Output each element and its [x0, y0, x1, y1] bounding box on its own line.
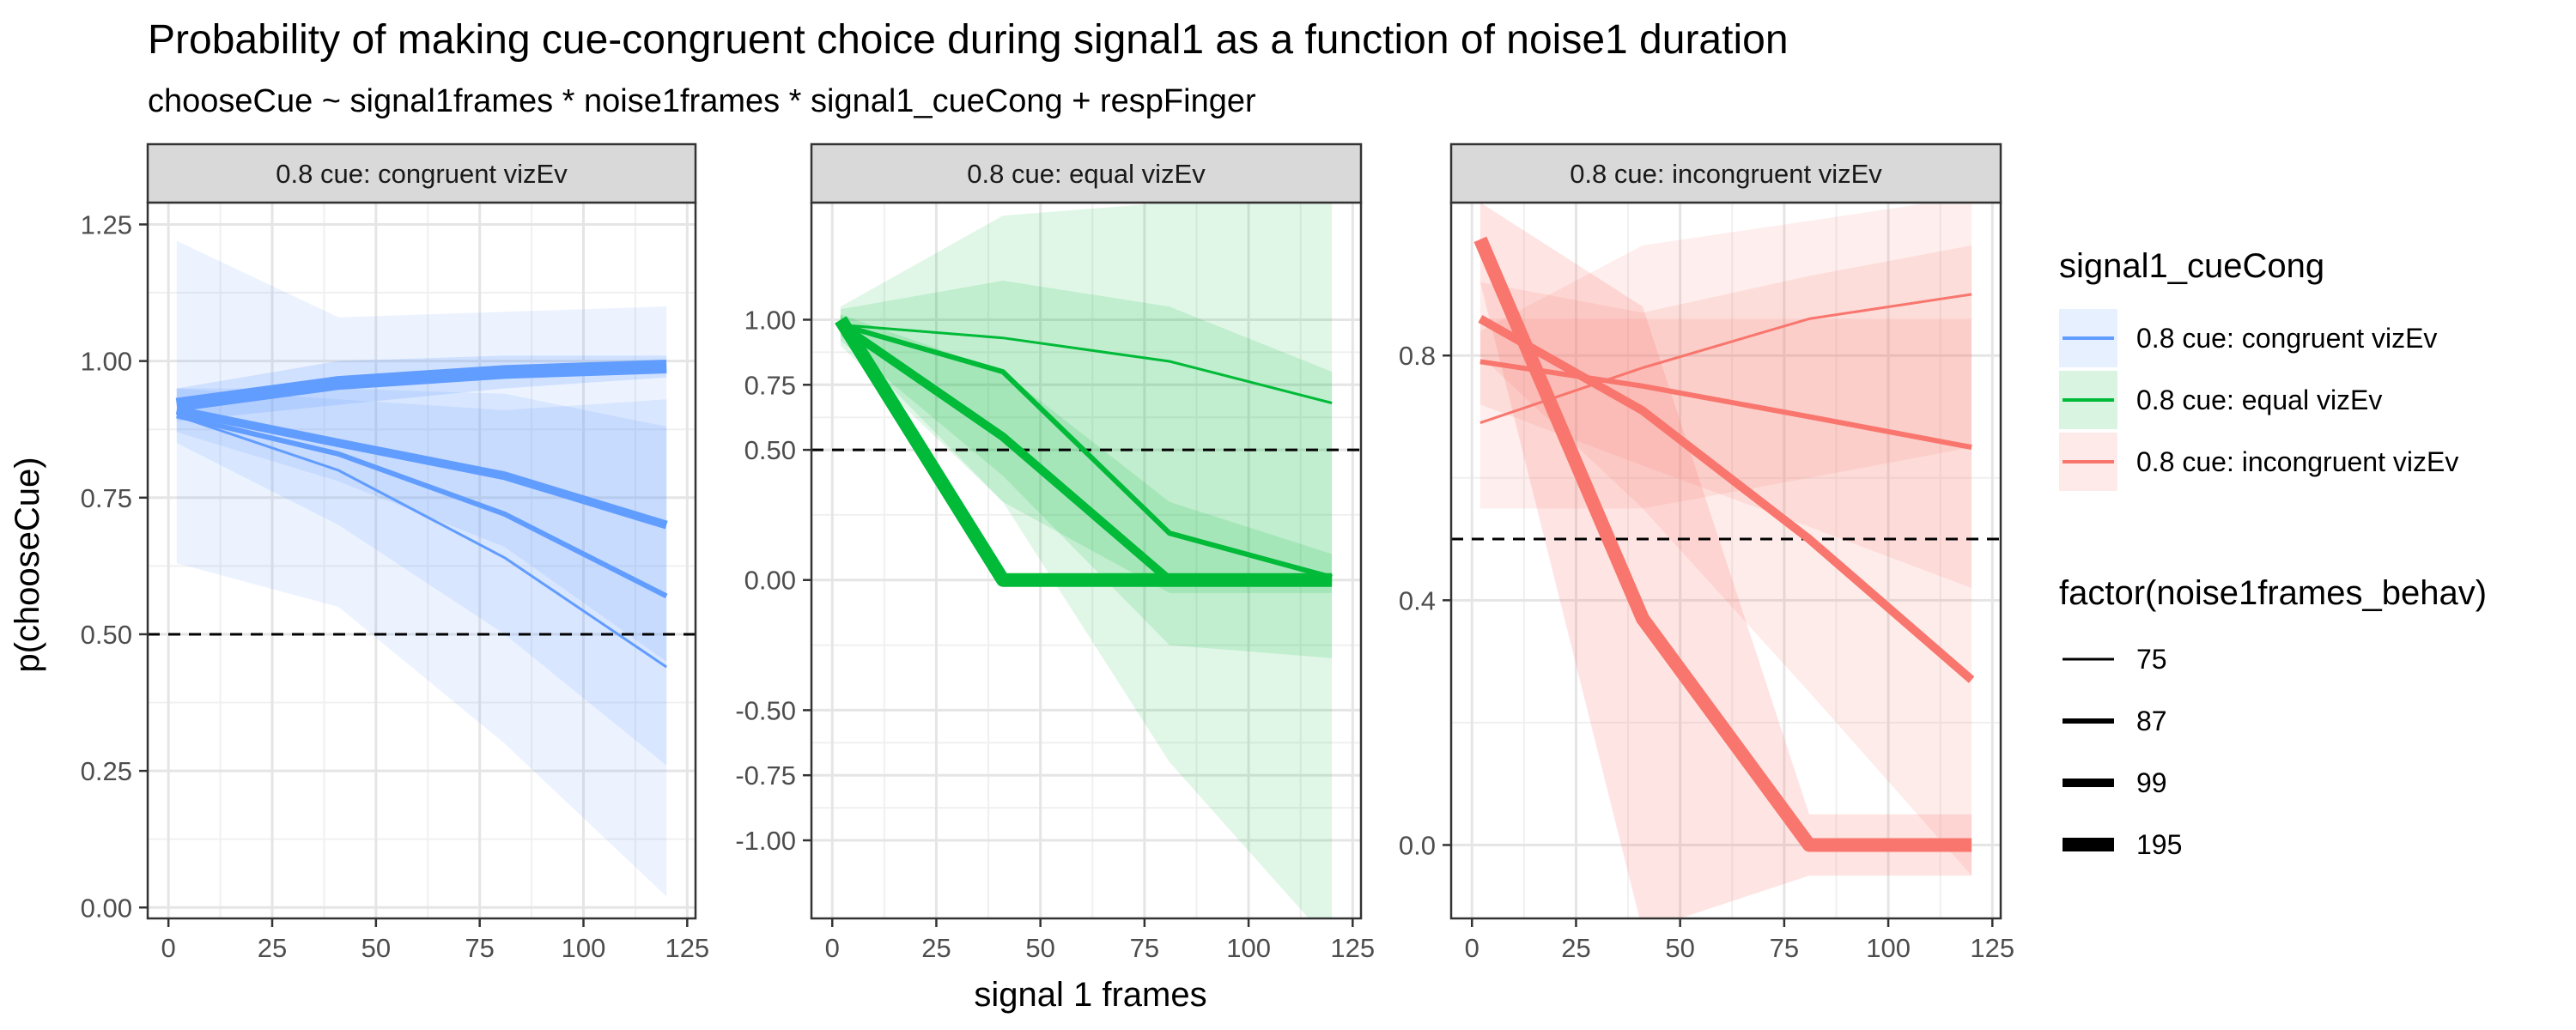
- panel-background: [148, 203, 696, 918]
- facet-strip-label: 0.8 cue: congruent vizEv: [276, 159, 568, 189]
- y-tick-label: 0.0: [1399, 830, 1436, 860]
- y-tick-label: 0.75: [744, 370, 796, 400]
- panel-incongruent: 0.8 cue: incongruent vizEv 0 25 50 75 100 125 0…: [1399, 142, 2014, 963]
- series-line-congruent-87: [176, 413, 668, 599]
- series-line-equal-75: [840, 324, 1333, 404]
- ci-band-congruent-75: [176, 240, 667, 897]
- ci-band-congruent-87: [176, 388, 667, 766]
- x-tick-label: 75: [1770, 933, 1799, 963]
- y-tick-label: 1.00: [744, 305, 796, 335]
- y-tick-label: 1.00: [81, 347, 132, 377]
- legend-size-label-87: 87: [2136, 706, 2167, 736]
- chart-title: Probability of making cue-congruent choi…: [148, 17, 1789, 63]
- panel-background: [1451, 203, 2001, 918]
- legend: signal1_cueCong 0.8 cue: congruent vizEv 0…: [2059, 247, 2487, 860]
- y-tick-label: -0.50: [735, 695, 796, 725]
- y-tick-label: -1.00: [735, 826, 796, 856]
- panels: 0.8 cue: congruent vizEv 0 25 50 75 100 125 0.0…: [81, 142, 2014, 963]
- panel-congruent: 0.8 cue: congruent vizEv 0 25 50 75 100 125 0.0…: [81, 142, 709, 963]
- series-line-equal-87: [840, 322, 1333, 580]
- legend-size-label-195: 195: [2136, 829, 2182, 860]
- series-line-congruent-195: [175, 360, 667, 412]
- ci-band-incongruent-99: [1479, 245, 1972, 876]
- y-tick-label: 0.50: [81, 620, 132, 650]
- x-tick-label: 100: [1866, 933, 1911, 963]
- y-tick-label: 0.4: [1399, 585, 1436, 615]
- series-line-incongruent-99: [1478, 315, 1975, 683]
- panel-equal: 0.8 cue: equal vizEv 0 25 50 75 100 125 -1.00 -0…: [735, 142, 1375, 963]
- x-tick-label: 100: [562, 933, 606, 963]
- series-line-incongruent-75: [1479, 293, 1972, 425]
- series-line-equal-195: [835, 316, 1333, 587]
- facet-strip: [146, 142, 697, 204]
- y-axis-title: p(chooseCue): [9, 457, 46, 672]
- facet-strip: [810, 142, 1363, 204]
- x-tick-label: 125: [1970, 933, 2014, 963]
- series-line-incongruent-87: [1479, 359, 1972, 451]
- legend-label-congruent: 0.8 cue: congruent vizEv: [2136, 323, 2437, 354]
- x-tick-label: 125: [1330, 933, 1375, 963]
- facet-strip-label: 0.8 cue: equal vizEv: [967, 159, 1206, 189]
- y-tick-label: 0.00: [81, 893, 132, 923]
- ci-band-equal-75: [840, 203, 1333, 918]
- legend-label-incongruent: 0.8 cue: incongruent vizEv: [2136, 446, 2458, 477]
- x-tick-label: 0: [161, 933, 176, 963]
- legend-label-equal: 0.8 cue: equal vizEv: [2136, 385, 2382, 415]
- x-tick-label: 75: [1130, 933, 1159, 963]
- y-tick-label: 0.25: [81, 756, 132, 786]
- x-tick-label: 25: [258, 933, 287, 963]
- chart-subtitle: chooseCue ~ signal1frames * noise1frames…: [148, 83, 1256, 119]
- ci-band-incongruent-75: [1479, 203, 1972, 509]
- legend-color-title: signal1_cueCong: [2059, 247, 2324, 285]
- y-tick-label: 0.00: [744, 566, 796, 596]
- y-tick-label: 0.75: [81, 483, 132, 513]
- x-tick-label: 75: [465, 933, 494, 963]
- legend-size-label-75: 75: [2136, 644, 2167, 675]
- series-line-congruent-75: [176, 414, 668, 669]
- x-tick-label: 100: [1226, 933, 1271, 963]
- x-tick-label: 0: [825, 933, 840, 963]
- x-tick-label: 25: [1561, 933, 1590, 963]
- panel-data: [148, 240, 696, 897]
- x-tick-label: 50: [361, 933, 391, 963]
- x-tick-label: 125: [665, 933, 709, 963]
- panel-data: [811, 203, 1361, 918]
- facet-strip-label: 0.8 cue: incongruent vizEv: [1570, 159, 1882, 189]
- panel-data: [1451, 203, 2001, 918]
- legend-size-title: factor(noise1frames_behav): [2059, 574, 2487, 612]
- facet-strip: [1449, 142, 2002, 204]
- y-tick-label: 1.25: [81, 209, 132, 239]
- series-line-incongruent-195: [1473, 236, 1972, 852]
- y-tick-label: 0.50: [744, 435, 796, 465]
- x-axis-title: signal 1 frames: [974, 976, 1206, 1014]
- ci-band-equal-87: [840, 281, 1333, 658]
- x-tick-label: 50: [1665, 933, 1694, 963]
- legend-size-label-99: 99: [2136, 767, 2167, 798]
- x-tick-label: 0: [1465, 933, 1479, 963]
- y-tick-label: -0.75: [735, 760, 796, 791]
- y-tick-label: 0.8: [1399, 341, 1436, 371]
- series-line-congruent-99: [175, 405, 668, 530]
- x-tick-label: 25: [921, 933, 951, 963]
- x-tick-label: 50: [1025, 933, 1054, 963]
